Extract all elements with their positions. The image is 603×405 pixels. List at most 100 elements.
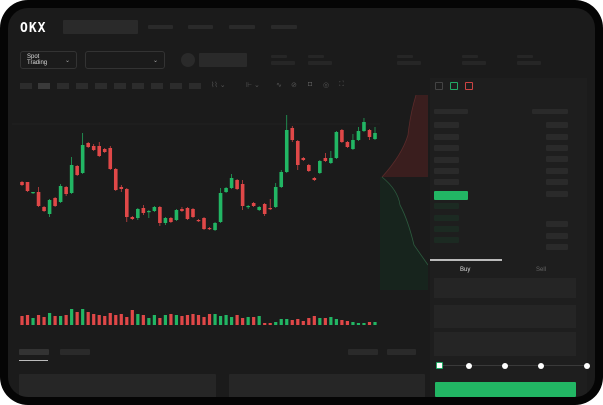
tab-open-orders[interactable] — [19, 349, 49, 355]
stat-label — [517, 55, 533, 58]
candle-body — [25, 182, 30, 191]
nav-item[interactable] — [229, 25, 255, 29]
volume-bar — [252, 317, 256, 325]
orderbook-price[interactable] — [434, 203, 459, 209]
interval-button[interactable] — [170, 83, 182, 89]
nav-item[interactable] — [188, 25, 213, 29]
orderbook-price[interactable] — [434, 237, 459, 243]
interval-button[interactable] — [57, 83, 69, 89]
orderbook-price[interactable] — [434, 122, 459, 128]
orderbook-bids-icon[interactable] — [450, 82, 458, 90]
slider-stop-75[interactable] — [538, 363, 544, 369]
volume-bar — [290, 320, 294, 325]
indicator-icon[interactable]: ⊩ ⌄ — [246, 82, 260, 89]
volume-bar — [329, 317, 333, 325]
orderbook-price[interactable] — [434, 215, 459, 221]
candle-body — [158, 207, 162, 223]
interval-button[interactable] — [20, 83, 32, 89]
volume-bar — [147, 318, 151, 325]
slider-stop-25[interactable] — [466, 363, 472, 369]
filter-button[interactable] — [387, 349, 416, 355]
camera-icon[interactable]: ◘ — [308, 81, 313, 88]
slider-stop-100[interactable] — [584, 363, 590, 369]
volume-bar — [274, 322, 278, 325]
candle-body — [362, 122, 366, 131]
orderbook-both-icon[interactable] — [435, 82, 443, 90]
slider-handle[interactable] — [436, 362, 443, 369]
stat-value — [271, 61, 295, 65]
interval-button[interactable] — [76, 83, 88, 89]
candle-body — [58, 186, 63, 202]
ruler-icon[interactable]: ⊘ — [291, 82, 297, 89]
search-box[interactable] — [63, 20, 138, 34]
interval-button[interactable] — [95, 83, 107, 89]
orderbook-asks-icon[interactable] — [465, 82, 473, 90]
candle-body — [224, 188, 228, 192]
candle-body — [86, 143, 90, 147]
tab-history[interactable] — [60, 349, 90, 355]
volume-bar — [235, 315, 239, 325]
pair-select[interactable]: ⌄ — [85, 51, 165, 69]
interval-button[interactable] — [132, 83, 144, 89]
amount-input[interactable] — [434, 305, 576, 328]
candle-body — [273, 187, 278, 207]
candle-body — [307, 165, 311, 171]
interval-button[interactable] — [114, 83, 126, 89]
candle-body — [373, 133, 377, 139]
trading-mode-select[interactable]: Spot Trading ⌄ — [20, 51, 77, 69]
candlestick-chart[interactable] — [8, 8, 428, 338]
nav-item[interactable] — [271, 25, 297, 29]
volume-bar — [47, 313, 52, 325]
orderbook-price[interactable] — [434, 179, 459, 185]
line-tool-icon[interactable]: ∿ — [276, 82, 282, 89]
orderbook-amount — [546, 233, 568, 239]
volume-bar — [97, 315, 101, 325]
tab-sell[interactable]: Sell — [536, 267, 547, 273]
interval-button-active[interactable] — [38, 83, 50, 89]
candle-body — [279, 172, 284, 187]
candle-body — [229, 178, 234, 188]
price-input[interactable] — [434, 278, 576, 298]
nav-item[interactable] — [148, 25, 173, 29]
candle-body — [334, 132, 339, 158]
orderbook-price[interactable] — [434, 134, 459, 140]
volume-bar — [86, 312, 90, 325]
candle-body — [257, 207, 261, 210]
settings-icon[interactable]: ◎ — [323, 82, 330, 89]
tab-buy[interactable]: Buy — [460, 267, 471, 273]
orderbook-amount — [546, 134, 568, 140]
candle-body — [318, 161, 322, 173]
volume-bar — [323, 318, 327, 325]
candle-body — [136, 209, 140, 218]
amount-slider-track[interactable] — [439, 365, 587, 366]
last-price-badge[interactable] — [434, 191, 468, 200]
candle-body — [169, 218, 173, 222]
candle-body — [213, 223, 217, 230]
orderbook-header-price — [434, 109, 468, 114]
volume-bar — [53, 316, 57, 325]
volume-bar — [75, 312, 79, 325]
orderbook-price[interactable] — [434, 157, 459, 163]
stat-value — [462, 61, 486, 65]
volume-bar — [296, 319, 300, 325]
candle-type-icon[interactable]: ⌇⌇ ⌄ — [211, 82, 226, 89]
orderbook-price[interactable] — [434, 168, 459, 174]
total-input[interactable] — [434, 332, 576, 356]
candle-body — [130, 217, 135, 219]
candle-body — [329, 158, 333, 163]
interval-button[interactable] — [151, 83, 163, 89]
filter-button[interactable] — [348, 349, 378, 355]
okx-logo[interactable]: OKX — [20, 21, 47, 36]
slider-stop-50[interactable] — [502, 363, 508, 369]
stat-value — [517, 61, 541, 65]
orderbook-price[interactable] — [434, 226, 459, 232]
interval-button[interactable] — [189, 83, 201, 89]
volume-bar — [191, 314, 195, 325]
orderbook-price[interactable] — [434, 145, 459, 151]
candle-body — [235, 180, 239, 189]
candle-body — [36, 192, 41, 206]
buy-button[interactable] — [435, 382, 576, 397]
volume-bar — [36, 315, 41, 325]
candle-body — [295, 141, 300, 165]
fullscreen-icon[interactable]: ⛶ — [339, 81, 344, 88]
